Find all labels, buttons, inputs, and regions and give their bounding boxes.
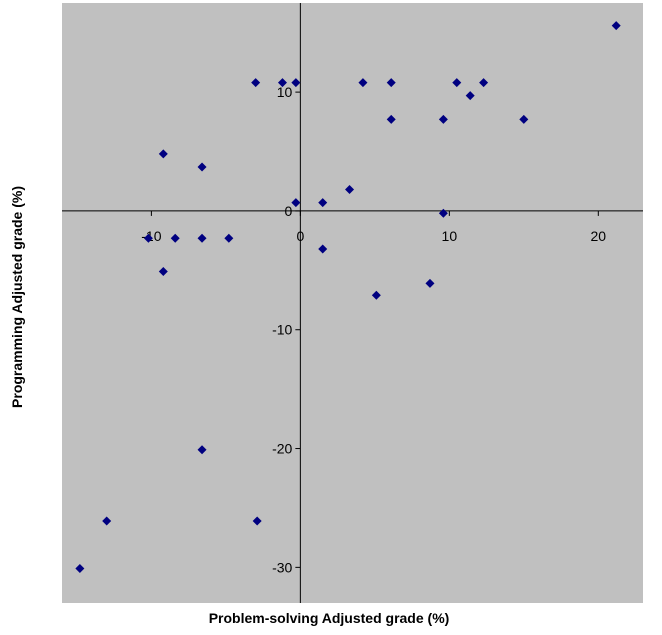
data-point xyxy=(197,233,207,243)
data-point xyxy=(386,114,396,124)
y-tick-label: -20 xyxy=(272,441,292,457)
data-point xyxy=(224,233,234,243)
data-point xyxy=(345,185,355,195)
data-point xyxy=(452,78,462,88)
x-axis-title: Problem-solving Adjusted grade (%) xyxy=(209,610,450,626)
data-point xyxy=(425,278,435,288)
data-point xyxy=(386,78,396,88)
data-point xyxy=(197,445,207,455)
data-point xyxy=(465,91,475,101)
data-point xyxy=(291,78,301,88)
data-point xyxy=(102,516,112,526)
data-point xyxy=(252,516,262,526)
data-point xyxy=(251,78,261,88)
y-tick-label: -10 xyxy=(272,322,292,338)
data-point xyxy=(197,162,207,172)
data-point xyxy=(318,244,328,254)
data-point xyxy=(519,114,529,124)
data-point xyxy=(371,290,381,300)
data-point xyxy=(170,233,180,243)
y-tick-label: 10 xyxy=(277,84,293,100)
data-point xyxy=(438,208,448,218)
plot-area xyxy=(62,3,643,603)
x-tick-label: -10 xyxy=(141,228,161,244)
data-point xyxy=(158,267,168,277)
data-point xyxy=(277,78,287,88)
data-point xyxy=(158,149,168,159)
data-point xyxy=(75,564,85,574)
data-point xyxy=(143,233,153,243)
data-points xyxy=(75,21,621,574)
y-tick-label: 0 xyxy=(285,203,293,219)
data-point xyxy=(358,78,368,88)
y-axis: -30 -20 -10 0 10 xyxy=(272,3,301,603)
x-tick-label: 10 xyxy=(442,228,458,244)
y-axis-title: Programming Adjusted grade (%) xyxy=(9,186,25,408)
data-point xyxy=(479,78,489,88)
data-point xyxy=(318,198,328,208)
data-point xyxy=(611,21,621,31)
data-point xyxy=(291,198,301,208)
x-tick-label: 20 xyxy=(591,228,607,244)
data-point xyxy=(438,114,448,124)
y-tick-label: -30 xyxy=(272,559,292,575)
